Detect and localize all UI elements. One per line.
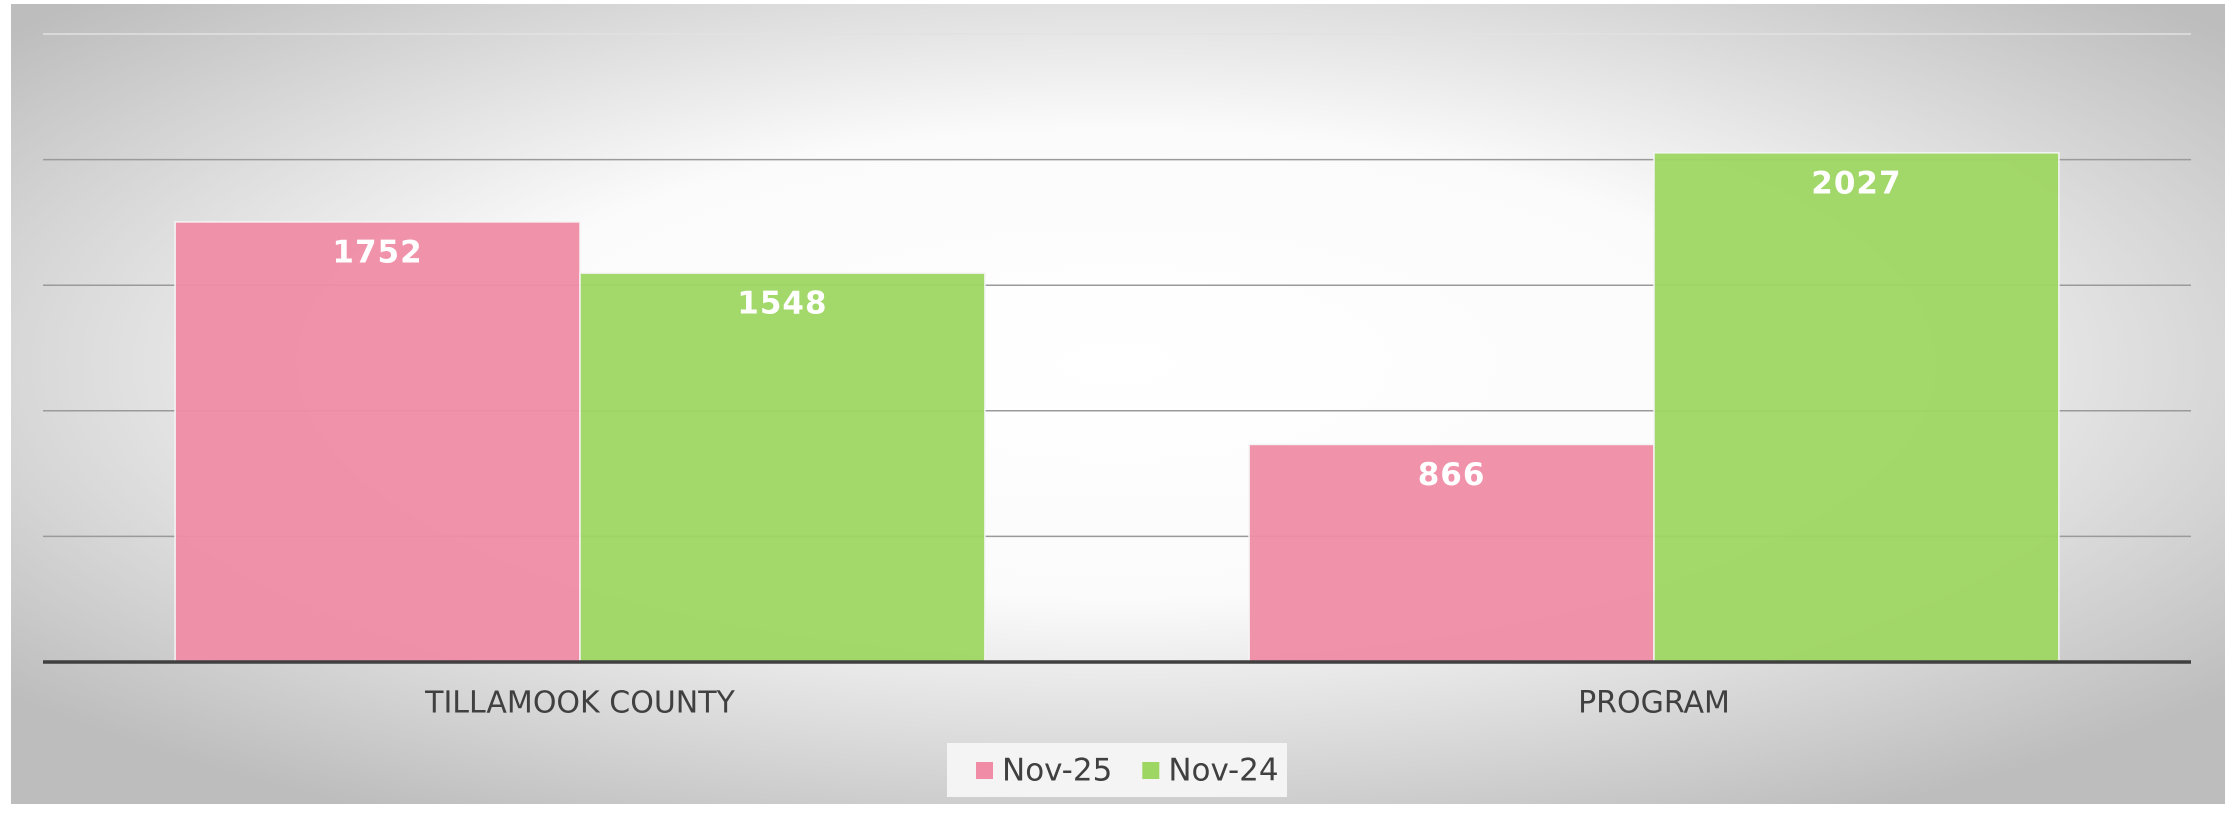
legend-swatch (1142, 762, 1160, 779)
bar (579, 272, 986, 663)
value-label: 2027 (1811, 165, 1901, 201)
bar (174, 221, 581, 663)
bar (1653, 152, 2060, 663)
legend-label: Nov-25 (1002, 753, 1112, 789)
legend-box (947, 743, 1287, 797)
value-label: 1752 (332, 234, 422, 270)
x-tick-label: PROGRAM (1578, 686, 1730, 721)
legend-swatch (976, 762, 993, 779)
value-label: 866 (1418, 457, 1486, 493)
x-tick-label: TILLAMOOK COUNTY (424, 686, 735, 721)
value-label: 1548 (737, 286, 827, 322)
legend-label: Nov-24 (1168, 753, 1278, 789)
